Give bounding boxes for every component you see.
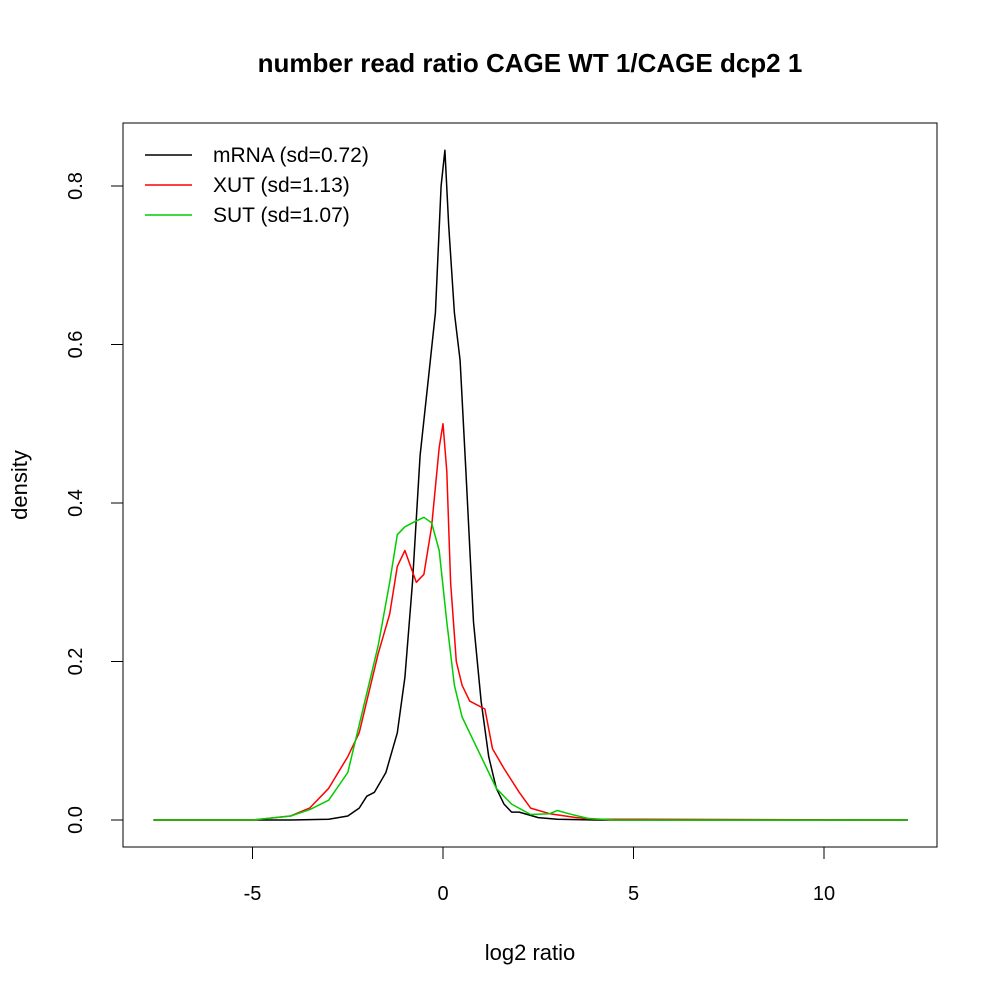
legend: mRNA (sd=0.72) XUT (sd=1.13) SUT (sd=1.07): [145, 144, 369, 227]
plot-frame: [122, 122, 938, 848]
y-axis-label: density: [7, 450, 32, 520]
x-axis: -5 0 5 10: [244, 846, 835, 905]
legend-label: SUT (sd=1.07): [213, 204, 350, 227]
y-axis: 0.0 0.2 0.4 0.6 0.8: [65, 172, 124, 834]
y-tick-label: 0.2: [65, 648, 87, 676]
x-tick-label: 5: [628, 883, 639, 905]
legend-label: XUT (sd=1.13): [213, 174, 350, 197]
x-tick-label: 0: [437, 883, 448, 905]
y-tick-label: 0.4: [65, 489, 87, 517]
series-lines: [153, 149, 908, 821]
chart-title: number read ratio CAGE WT 1/CAGE dcp2 1: [258, 48, 803, 78]
x-tick-label: 10: [813, 883, 835, 905]
series-line-0: [153, 149, 908, 821]
series-line-2: [153, 516, 908, 821]
legend-label: mRNA (sd=0.72): [213, 144, 369, 167]
y-tick-label: 0.6: [65, 331, 87, 359]
series-line-1: [153, 423, 908, 821]
x-axis-label: log2 ratio: [485, 940, 576, 965]
y-tick-label: 0.0: [65, 806, 87, 834]
y-tick-label: 0.8: [65, 172, 87, 200]
x-tick-label: -5: [244, 883, 262, 905]
